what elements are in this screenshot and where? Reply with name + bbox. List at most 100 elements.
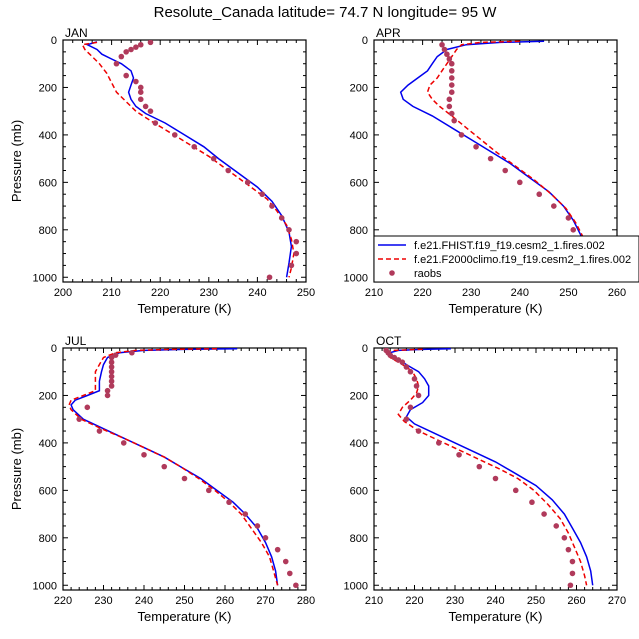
raobs-point <box>567 582 574 589</box>
panels-group: 200 210 220 230 240 250 0 200 400 600 800 1000 JAN Te… <box>9 26 626 624</box>
raobs-point <box>415 392 422 399</box>
y-tick-label: 1000 <box>344 272 368 284</box>
raobs-point <box>226 499 232 506</box>
raobs-point <box>141 451 147 458</box>
raobs-point <box>451 117 457 124</box>
raobs-point <box>137 41 144 48</box>
figure-title: Resolute_Canada latitude= 74.7 N longitu… <box>154 4 498 21</box>
raobs-point <box>286 227 292 233</box>
raobs-point <box>206 487 212 494</box>
x-axis-label: Temperature (K) <box>138 609 232 624</box>
x-tick-label: 200 <box>54 287 72 299</box>
x-tick-label: 220 <box>405 595 423 607</box>
x-tick-label: 250 <box>297 287 315 299</box>
raobs-point <box>293 250 300 257</box>
y-tick-label: 200 <box>350 82 368 94</box>
raobs-point <box>551 203 557 209</box>
x-tick-label: 230 <box>94 595 112 607</box>
raobs-point <box>108 378 115 385</box>
y-tick-label: 0 <box>362 35 368 47</box>
raobs-point <box>448 68 455 74</box>
y-tick-label: 0 <box>51 343 57 355</box>
raobs-point <box>411 376 418 382</box>
y-axis-label: Pressure (mb) <box>9 120 24 202</box>
raobs-point <box>288 262 295 269</box>
raobs-point <box>108 368 115 375</box>
raobs-point <box>113 60 120 67</box>
y-tick-label: 200 <box>39 390 57 402</box>
y-tick-label: 800 <box>39 225 57 237</box>
x-tick-label: 220 <box>151 287 169 299</box>
legend-entry-label: f.e21.FHIST.f19_f19.cesm2_1.fires.002 <box>414 240 605 252</box>
series-line-f2000climo <box>426 40 594 278</box>
x-tick-label: 270 <box>608 595 626 607</box>
raobs-point <box>436 440 442 446</box>
raobs-point <box>191 143 198 150</box>
raobs-point <box>242 511 249 517</box>
y-tick-label: 1000 <box>344 580 368 592</box>
raobs-point <box>112 352 119 358</box>
raobs-point <box>96 428 103 434</box>
x-tick-label: 230 <box>446 595 464 607</box>
raobs-point <box>399 359 406 366</box>
raobs-point <box>142 103 149 110</box>
raobs-point <box>225 167 232 174</box>
raobs-point <box>108 359 115 366</box>
raobs-point <box>553 523 560 529</box>
raobs-point <box>282 558 289 565</box>
plot-frame <box>62 39 307 283</box>
raobs-point <box>108 354 115 361</box>
raobs-point <box>133 78 139 85</box>
legend: f.e21.FHIST.f19_f19.cesm2_1.fires.002 f.e… <box>373 235 639 283</box>
plot-area <box>81 40 300 281</box>
raobs-point <box>517 179 523 186</box>
raobs-point <box>287 570 293 577</box>
y-tick-label: 400 <box>350 438 368 450</box>
raobs-point <box>439 41 445 48</box>
raobs-point <box>512 487 519 494</box>
raobs-point <box>565 215 572 221</box>
x-tick-label: 260 <box>216 595 234 607</box>
raobs-point <box>129 349 135 356</box>
x-tick-label: 220 <box>54 595 72 607</box>
x-tick-label: 260 <box>608 287 626 299</box>
raobs-point <box>391 354 398 361</box>
plot-frame <box>373 347 618 591</box>
raobs-point <box>293 238 300 245</box>
x-tick-label: 250 <box>175 595 193 607</box>
y-tick-label: 1000 <box>33 272 57 284</box>
raobs-point <box>262 535 269 541</box>
raobs-point <box>76 416 82 422</box>
raobs-point <box>137 89 144 95</box>
x-tick-label: 250 <box>559 287 577 299</box>
raobs-point <box>254 523 261 529</box>
legend-entry-label: raobs <box>414 268 442 280</box>
raobs-point <box>128 46 134 53</box>
panel-month-label: OCT <box>376 334 402 348</box>
raobs-point <box>473 143 479 150</box>
raobs-point <box>395 357 402 363</box>
x-axis-label: Temperature (K) <box>138 301 232 316</box>
x-tick-label: 210 <box>102 287 120 299</box>
plot-area <box>68 348 299 589</box>
raobs-point <box>444 51 450 58</box>
x-tick-label: 230 <box>462 287 480 299</box>
raobs-point <box>407 368 414 375</box>
y-tick-label: 400 <box>350 130 368 142</box>
x-tick-label: 230 <box>200 287 218 299</box>
raobs-point <box>171 132 178 138</box>
raobs-point <box>446 96 453 103</box>
y-tick-label: 800 <box>350 533 368 545</box>
raobs-point <box>561 535 568 541</box>
x-tick-label: 210 <box>365 287 383 299</box>
legend-box <box>373 235 639 283</box>
raobs-point <box>123 49 129 55</box>
raobs-point <box>108 364 115 370</box>
plot-area <box>383 348 594 589</box>
raobs-point <box>278 215 285 221</box>
raobs-point <box>108 383 115 389</box>
panel-month-label: JAN <box>65 26 88 40</box>
raobs-point <box>458 132 465 138</box>
raobs-point <box>104 387 111 394</box>
raobs-point <box>407 404 414 411</box>
